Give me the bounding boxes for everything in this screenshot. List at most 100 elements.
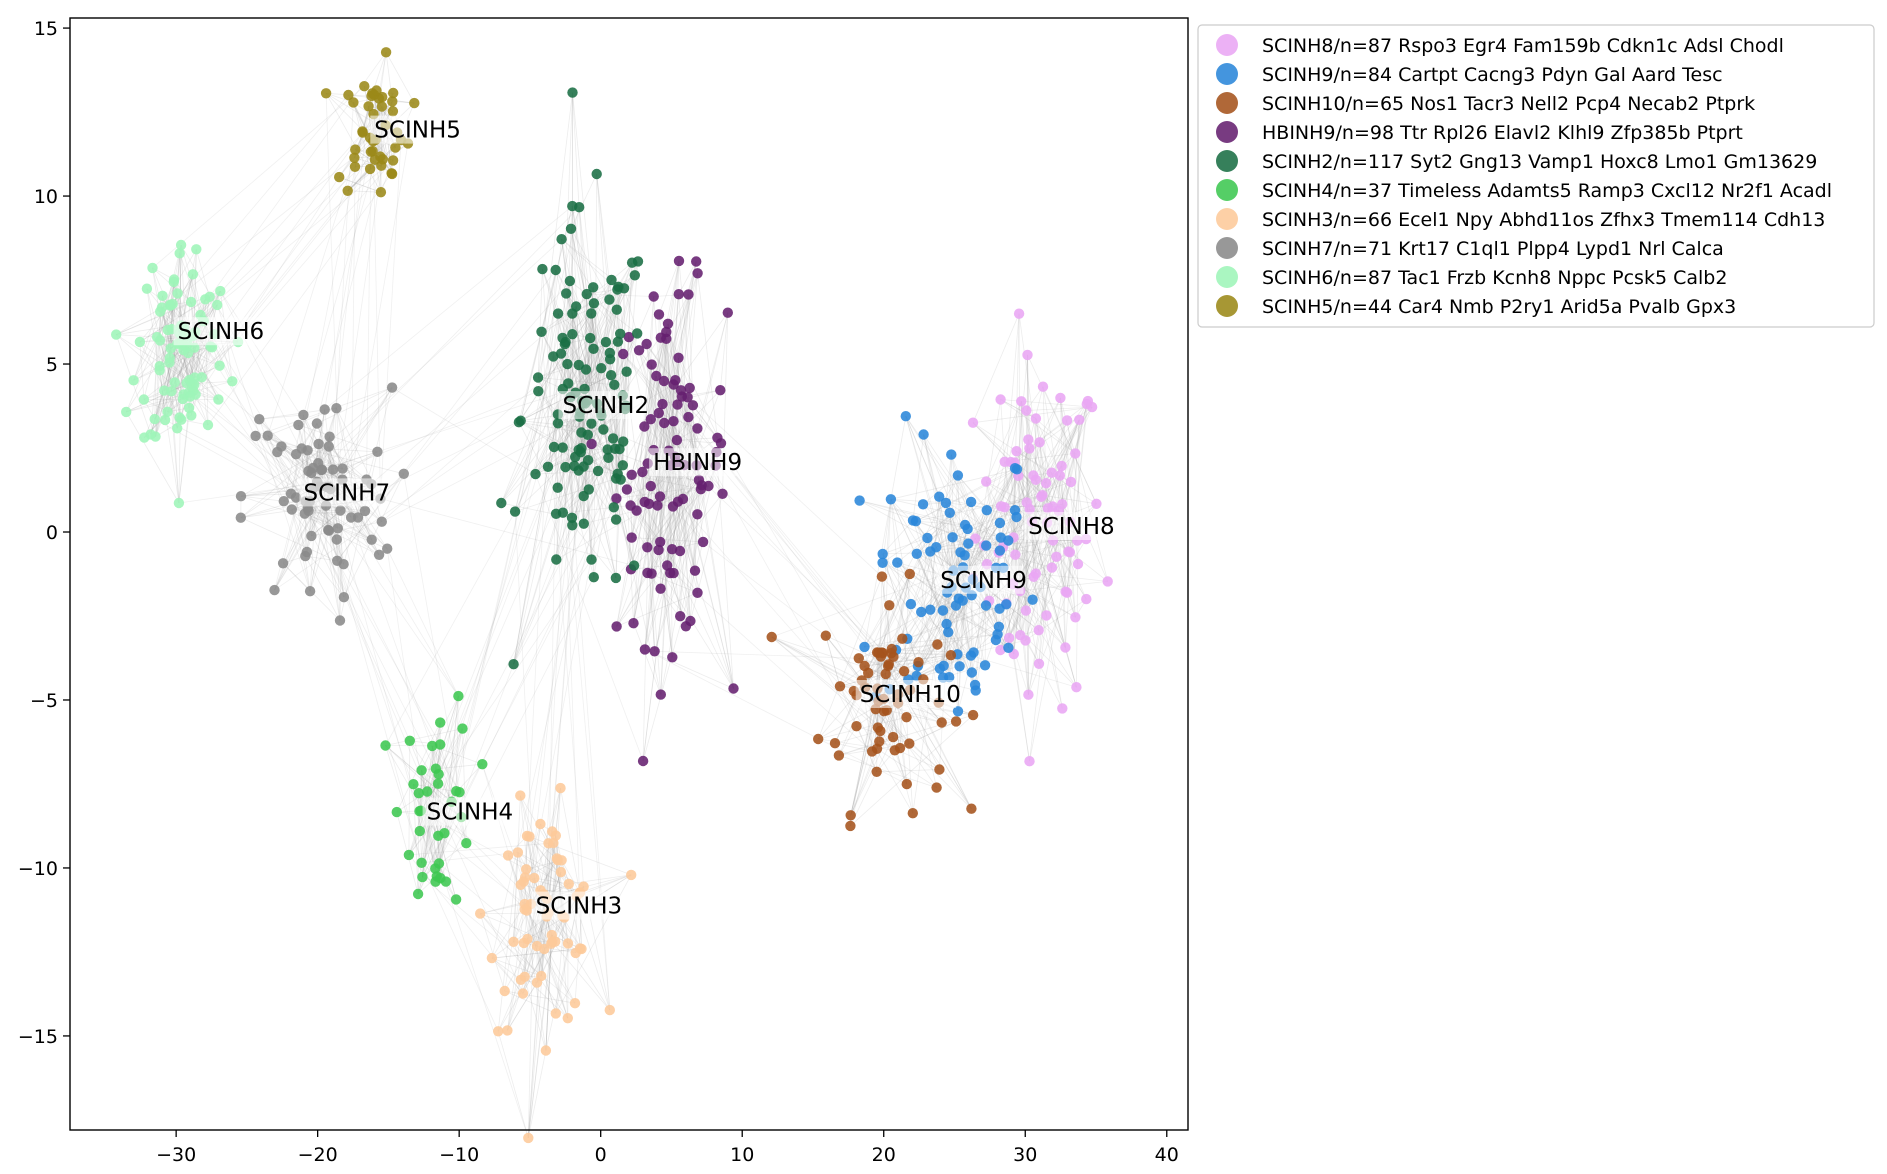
graph-edge <box>526 835 535 879</box>
graph-edge <box>696 465 734 689</box>
data-point-scinh2 <box>561 288 572 299</box>
data-point-scinh9 <box>994 603 1005 614</box>
graph-edge <box>419 722 441 812</box>
graph-edge <box>282 387 393 564</box>
data-point-scinh6 <box>175 239 187 251</box>
data-point-scinh2 <box>615 328 626 339</box>
graph-edge <box>409 740 422 771</box>
data-point-scinh8 <box>1060 586 1071 597</box>
x-tick-label: 10 <box>730 1144 754 1166</box>
graph-edge <box>975 401 1022 539</box>
data-point-scinh8 <box>1046 467 1057 478</box>
data-point-scinh2 <box>603 452 614 463</box>
graph-edge <box>920 611 941 669</box>
graph-edge <box>876 512 951 653</box>
graph-edge <box>673 465 685 574</box>
data-point-scinh8 <box>1010 549 1021 560</box>
data-point-scinh8 <box>1060 642 1071 653</box>
data-point-scinh4 <box>477 759 488 770</box>
cluster-label-scinh3: SCINH3 <box>536 894 623 920</box>
data-point-scinh10 <box>834 681 846 692</box>
data-point-scinh7 <box>359 505 371 517</box>
graph-edge <box>347 190 381 193</box>
y-tick-label: −15 <box>18 1026 58 1048</box>
data-point-hbinh9 <box>659 417 670 429</box>
legend-marker <box>1216 34 1238 56</box>
graph-edge <box>557 313 611 360</box>
graph-edge <box>1025 538 1087 641</box>
graph-edge <box>644 465 672 650</box>
cluster-label-scinh5: SCINH5 <box>374 118 461 144</box>
graph-edge <box>697 312 729 429</box>
data-point-scinh2 <box>608 502 619 513</box>
data-point-scinh2 <box>565 223 577 234</box>
data-point-scinh2 <box>557 507 569 518</box>
data-point-scinh5 <box>342 185 353 196</box>
data-point-scinh2 <box>548 441 560 453</box>
data-point-scinh9 <box>954 661 965 672</box>
data-point-scinh10 <box>904 568 915 580</box>
data-point-hbinh9 <box>654 491 666 502</box>
data-point-hbinh9 <box>728 683 739 694</box>
data-point-scinh2 <box>605 370 617 381</box>
data-point-scinh10 <box>859 660 870 672</box>
cluster-label-background <box>1024 512 1112 540</box>
graph-edge <box>507 942 525 1031</box>
graph-edge <box>146 288 182 420</box>
graph-edge <box>660 357 679 695</box>
graph-edge <box>555 92 573 514</box>
data-point-hbinh9 <box>692 587 703 598</box>
graph-edge <box>152 267 178 429</box>
graph-edge <box>1012 584 1015 655</box>
graph-edge <box>534 877 569 885</box>
graph-edge <box>690 493 723 622</box>
graph-edge <box>527 878 535 1138</box>
data-point-hbinh9 <box>668 416 679 427</box>
data-point-hbinh9 <box>653 544 664 556</box>
graph-edge <box>438 423 592 775</box>
graph-edge <box>881 576 899 695</box>
data-point-scinh3 <box>550 830 561 841</box>
data-point-scinh6 <box>169 377 180 388</box>
graph-edge <box>923 434 952 588</box>
graph-edge <box>633 450 655 624</box>
graph-edge <box>834 742 873 752</box>
graph-edge <box>1013 590 1021 655</box>
graph-edge <box>1012 419 1080 584</box>
data-point-scinh3 <box>493 1026 504 1037</box>
graph-edge <box>413 784 419 895</box>
graph-edge <box>336 560 441 745</box>
data-point-scinh7 <box>269 584 280 596</box>
data-point-scinh3 <box>552 854 563 866</box>
graph-edge <box>1042 386 1047 484</box>
data-point-scinh2 <box>581 288 592 300</box>
graph-edge <box>888 605 919 663</box>
graph-edge <box>834 573 911 744</box>
graph-edge <box>519 795 532 905</box>
graph-edge <box>522 915 563 994</box>
graph-edge <box>317 238 562 464</box>
data-point-hbinh9 <box>641 338 652 350</box>
graph-edge <box>882 537 928 555</box>
data-point-scinh6 <box>213 394 224 405</box>
graph-edge <box>527 941 553 1138</box>
data-point-scinh8 <box>1020 605 1032 616</box>
data-point-scinh7 <box>278 496 289 507</box>
graph-edge <box>1017 475 1027 611</box>
graph-edge <box>912 644 938 814</box>
graph-edge <box>882 562 997 641</box>
data-point-scinh2 <box>576 443 587 454</box>
data-point-scinh5 <box>386 168 398 180</box>
graph-edge <box>719 312 729 391</box>
data-point-scinh6 <box>173 497 185 509</box>
data-point-scinh7 <box>337 463 348 474</box>
data-point-hbinh9 <box>683 289 694 300</box>
data-point-scinh6 <box>149 413 160 425</box>
data-point-scinh10 <box>901 712 912 723</box>
data-point-scinh2 <box>628 560 640 571</box>
data-point-scinh8 <box>1037 381 1049 392</box>
data-point-scinh2 <box>567 87 578 98</box>
graph-edge <box>952 537 986 666</box>
graph-edge <box>653 450 673 658</box>
graph-edge <box>616 485 651 499</box>
